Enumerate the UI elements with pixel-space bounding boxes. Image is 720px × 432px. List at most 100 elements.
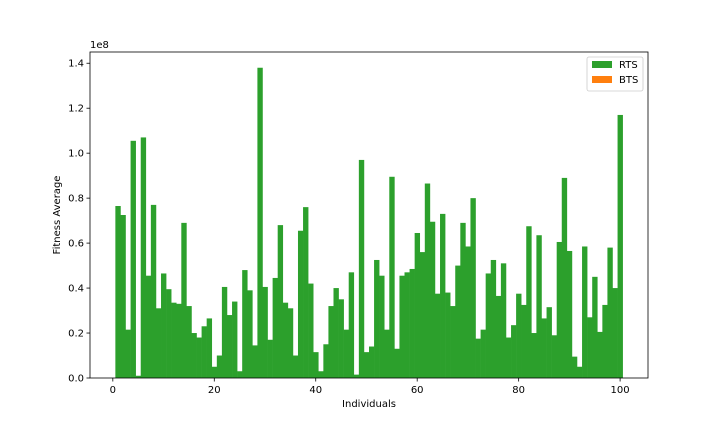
bar-rts-6 bbox=[140, 137, 147, 378]
bar-rts-9 bbox=[155, 308, 162, 378]
bar-rts-55 bbox=[389, 176, 395, 378]
bar-rts-86 bbox=[546, 307, 552, 378]
bar-rts-45 bbox=[338, 299, 344, 378]
x-tick-label: 0 bbox=[110, 385, 116, 396]
bar-rts-26 bbox=[242, 270, 248, 378]
bar-rts-80 bbox=[516, 293, 522, 378]
bar-rts-22 bbox=[221, 286, 228, 378]
bar-rts-60 bbox=[414, 232, 421, 378]
bar-rts-92 bbox=[576, 366, 583, 378]
bar-rts-10 bbox=[161, 273, 167, 378]
bars-layer bbox=[115, 67, 623, 379]
bar-rts-93 bbox=[582, 246, 588, 378]
legend-label-rts: RTS bbox=[619, 60, 638, 71]
bar-rts-44 bbox=[333, 288, 339, 378]
x-axis-ticks: 0 20 40 60 80 100 bbox=[110, 378, 630, 396]
bar-rts-19 bbox=[206, 318, 213, 378]
bar-rts-37 bbox=[297, 230, 304, 378]
bar-rts-95 bbox=[592, 276, 598, 378]
bar-rts-85 bbox=[541, 318, 547, 378]
bar-rts-76 bbox=[495, 295, 502, 378]
bar-rts-30 bbox=[262, 286, 268, 378]
bar-rts-43 bbox=[328, 306, 334, 378]
bar-rts-63 bbox=[429, 221, 436, 378]
bar-rts-49 bbox=[358, 159, 365, 378]
bar-rts-29 bbox=[257, 67, 263, 379]
bar-rts-50 bbox=[363, 352, 370, 378]
bar-rts-52 bbox=[374, 259, 380, 378]
y-tick-label: 0.0 bbox=[68, 374, 84, 385]
bar-rts-18 bbox=[201, 326, 207, 378]
bar-rts-96 bbox=[597, 331, 603, 378]
x-tick-label: 60 bbox=[411, 385, 424, 396]
bar-rts-67 bbox=[450, 306, 456, 378]
bar-rts-62 bbox=[424, 183, 431, 378]
bar-rts-100 bbox=[617, 114, 623, 378]
bar-rts-65 bbox=[440, 213, 446, 378]
y-axis-offset-text: 1e8 bbox=[90, 40, 109, 51]
bar-rts-38 bbox=[303, 207, 309, 378]
y-tick-label: 1.2 bbox=[68, 104, 84, 115]
bar-rts-33 bbox=[277, 225, 284, 378]
bar-rts-24 bbox=[232, 301, 238, 378]
bar-rts-61 bbox=[419, 252, 426, 378]
bar-rts-59 bbox=[409, 268, 415, 378]
y-tick-label: 0.6 bbox=[68, 239, 84, 250]
bar-rts-47 bbox=[348, 272, 355, 378]
bar-rts-99 bbox=[612, 288, 618, 378]
bar-rts-12 bbox=[171, 302, 177, 378]
bar-rts-11 bbox=[166, 289, 172, 378]
bar-rts-56 bbox=[394, 348, 400, 378]
bar-rts-36 bbox=[292, 355, 299, 378]
bar-rts-91 bbox=[571, 356, 578, 378]
y-tick-label: 1.0 bbox=[68, 149, 84, 160]
x-tick-label: 20 bbox=[208, 385, 221, 396]
bar-rts-75 bbox=[490, 259, 497, 378]
x-tick-label: 40 bbox=[309, 385, 322, 396]
legend-label-bts: BTS bbox=[619, 75, 638, 86]
bar-rts-48 bbox=[353, 374, 360, 378]
bar-rts-51 bbox=[369, 346, 375, 378]
bar-rts-8 bbox=[150, 204, 157, 378]
bar-rts-7 bbox=[145, 275, 152, 378]
bar-rts-42 bbox=[323, 344, 329, 378]
bar-rts-98 bbox=[607, 247, 613, 378]
bar-rts-74 bbox=[485, 273, 492, 378]
bar-rts-58 bbox=[404, 272, 410, 378]
legend-swatch-bts bbox=[592, 76, 612, 83]
bar-rts-20 bbox=[211, 366, 218, 378]
bar-rts-13 bbox=[176, 303, 182, 378]
y-tick-label: 1.4 bbox=[68, 59, 84, 70]
bar-rts-1 bbox=[115, 206, 121, 378]
bar-rts-40 bbox=[313, 352, 319, 378]
bar-rts-72 bbox=[475, 338, 481, 378]
bar-rts-14 bbox=[181, 222, 187, 378]
y-tick-label: 0.2 bbox=[68, 329, 84, 340]
bar-rts-82 bbox=[526, 226, 532, 378]
bar-rts-64 bbox=[434, 293, 441, 378]
bar-rts-68 bbox=[455, 265, 461, 378]
bar-rts-53 bbox=[379, 275, 385, 378]
bar-rts-32 bbox=[272, 277, 278, 378]
bar-rts-25 bbox=[237, 371, 243, 378]
x-tick-label: 80 bbox=[512, 385, 525, 396]
bar-rts-94 bbox=[587, 317, 593, 378]
x-tick-label: 100 bbox=[611, 385, 630, 396]
x-axis-label: Individuals bbox=[342, 399, 396, 410]
bar-rts-35 bbox=[287, 308, 294, 378]
y-axis-ticks: 0.0 0.2 0.4 0.6 0.8 1.0 1.2 1.4 bbox=[68, 59, 90, 385]
bar-rts-34 bbox=[282, 302, 289, 378]
bar-rts-66 bbox=[445, 292, 451, 378]
bar-rts-21 bbox=[216, 355, 223, 378]
bar-rts-28 bbox=[252, 345, 258, 378]
bar-rts-71 bbox=[470, 198, 476, 378]
bar-rts-23 bbox=[226, 315, 233, 378]
plot-frame bbox=[89, 51, 649, 379]
bar-rts-4 bbox=[130, 140, 136, 378]
bar-rts-97 bbox=[602, 304, 608, 378]
bar-rts-73 bbox=[480, 329, 486, 378]
bar-rts-90 bbox=[566, 250, 573, 378]
bar-rts-3 bbox=[125, 329, 131, 378]
